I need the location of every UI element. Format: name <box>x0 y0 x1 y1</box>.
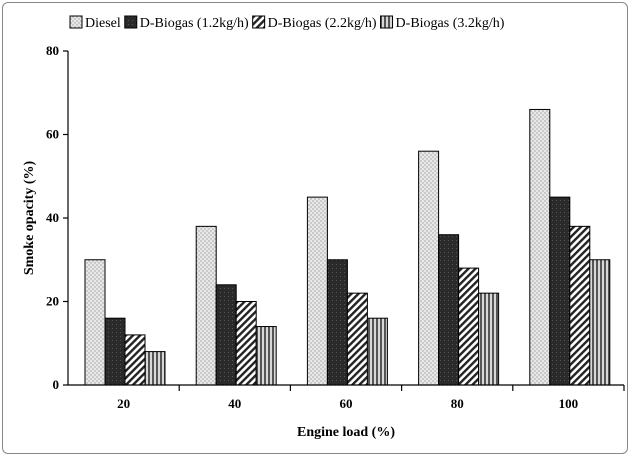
legend-swatch <box>380 15 394 29</box>
bar-diesel-60 <box>306 196 328 386</box>
legend-label: D-Biogas (1.2kg/h) <box>140 16 249 31</box>
x-tick-label: 100 <box>559 396 579 411</box>
bar-d-biogas-2-40 <box>235 301 257 386</box>
legend-label: D-Biogas (3.2kg/h) <box>396 16 505 31</box>
y-axis-title: Smoke opacity (%) <box>22 161 37 276</box>
x-tick-label: 40 <box>228 396 241 411</box>
legend: Diesel D-Biogas (1.2kg/h) D-Biogas (2.2kg/… <box>69 15 505 31</box>
x-tick-label: 60 <box>340 396 353 411</box>
x-tick-label: 20 <box>117 396 130 411</box>
y-tick-label: 60 <box>46 127 59 142</box>
bar-d-biogas-1-80 <box>438 234 460 386</box>
legend-swatch <box>69 15 83 29</box>
bar-d-biogas-2-20 <box>124 334 146 386</box>
bar-diesel-40 <box>195 225 217 386</box>
y-tick-label: 0 <box>53 377 60 392</box>
bar-d-biogas-2-80 <box>458 267 480 386</box>
y-tick-label: 40 <box>46 210 59 225</box>
bar-d-biogas-3-60 <box>366 317 388 386</box>
y-tick-label: 20 <box>46 294 59 309</box>
bar-d-biogas-1-100 <box>549 196 571 386</box>
bar-d-biogas-3-100 <box>589 259 611 386</box>
x-axis-title: Engine load (%) <box>297 425 395 440</box>
bar-d-biogas-1-60 <box>326 259 348 386</box>
y-axis-ticks: 0 20 40 60 80 <box>46 43 68 392</box>
bar-diesel-80 <box>418 150 440 386</box>
bar-d-biogas-3-80 <box>478 292 500 386</box>
bar-d-biogas-3-40 <box>255 326 277 386</box>
legend-label: D-Biogas (2.2kg/h) <box>268 16 377 31</box>
x-axis-ticks: 20 40 60 80 100 <box>117 385 625 411</box>
legend-swatch <box>252 15 266 29</box>
legend-swatch <box>124 15 138 29</box>
y-tick-label: 80 <box>46 43 59 58</box>
bar-diesel-100 <box>529 108 551 386</box>
bar-d-biogas-2-60 <box>346 292 368 386</box>
legend-label: Diesel <box>85 16 121 31</box>
x-tick-label: 80 <box>451 396 464 411</box>
bar-d-biogas-2-100 <box>569 225 591 386</box>
bars <box>84 108 611 386</box>
bar-d-biogas-1-40 <box>215 284 237 386</box>
bar-d-biogas-3-20 <box>144 351 166 386</box>
bar-d-biogas-1-20 <box>104 317 126 386</box>
bar-diesel-20 <box>84 259 106 386</box>
